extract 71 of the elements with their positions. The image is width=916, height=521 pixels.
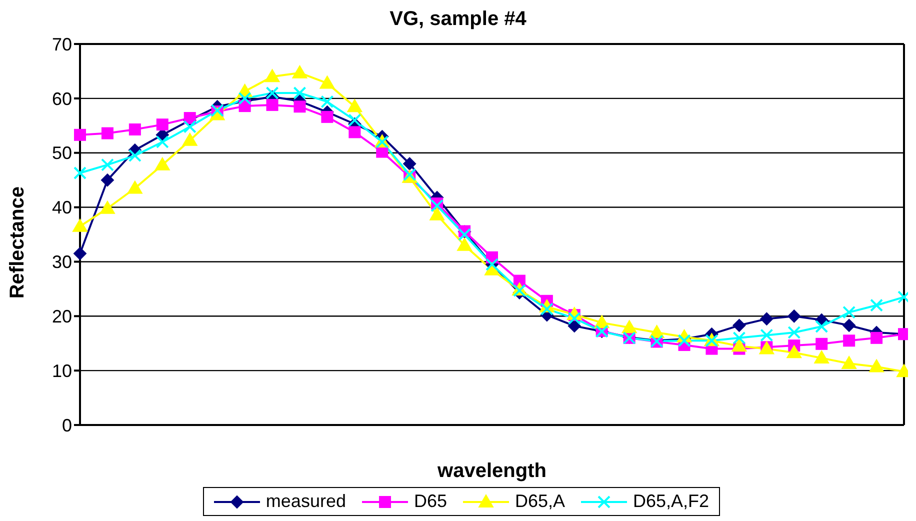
- point: [156, 135, 169, 148]
- point: [816, 338, 828, 350]
- point: [788, 310, 801, 323]
- point: [843, 334, 856, 347]
- point: [74, 128, 86, 141]
- point: [347, 99, 362, 112]
- legend-label: D65,A,F2: [633, 491, 710, 512]
- point: [156, 118, 168, 131]
- point: [100, 158, 114, 172]
- point: [100, 200, 115, 214]
- point: [788, 326, 801, 339]
- point: [183, 120, 196, 134]
- point: [540, 302, 554, 316]
- legend-label: D65,A: [515, 491, 566, 512]
- point: [430, 199, 444, 212]
- point: [74, 166, 86, 180]
- point: [842, 356, 857, 369]
- point: [154, 157, 170, 170]
- point: [732, 318, 746, 332]
- y-tick-label: 20: [52, 306, 72, 327]
- point: [732, 331, 746, 344]
- point: [622, 320, 637, 334]
- point: [403, 157, 416, 170]
- point: [238, 92, 252, 105]
- point: [568, 312, 581, 325]
- y-tick-label: 40: [52, 198, 72, 218]
- point: [182, 132, 198, 146]
- point: [870, 298, 884, 312]
- y-tick-label: 70: [52, 34, 72, 54]
- point: [786, 345, 802, 358]
- chart-title: VG, sample #4: [388, 8, 528, 32]
- point: [100, 174, 114, 187]
- point: [869, 359, 884, 372]
- point: [815, 320, 828, 333]
- point: [430, 207, 445, 220]
- point: [348, 114, 362, 127]
- point: [458, 228, 472, 241]
- point: [266, 98, 278, 111]
- point: [128, 149, 142, 162]
- point: [760, 312, 774, 326]
- point: [293, 86, 306, 100]
- y-tick-label: 60: [52, 88, 72, 109]
- point: [760, 328, 774, 342]
- point: [294, 100, 306, 113]
- point: [101, 127, 114, 140]
- point: [127, 180, 142, 194]
- y-tick-label: 0: [62, 415, 72, 436]
- y-tick-label: 50: [52, 143, 72, 164]
- point: [568, 319, 581, 332]
- point: [321, 110, 334, 123]
- y-tick-label: 30: [52, 252, 72, 272]
- legend-label: measured: [266, 491, 346, 512]
- y-axis-title: Reflectance: [6, 186, 30, 299]
- point: [842, 318, 856, 332]
- point: [320, 76, 335, 89]
- point: [870, 332, 883, 344]
- point: [292, 65, 308, 78]
- legend-label: D65: [414, 491, 447, 512]
- point: [457, 238, 472, 251]
- point: [732, 338, 747, 352]
- point: [320, 95, 334, 108]
- point: [348, 126, 361, 138]
- y-tick-label: 10: [52, 360, 72, 381]
- point: [814, 350, 830, 364]
- x-axis-title: wavelength: [436, 460, 546, 482]
- point: [266, 86, 279, 100]
- point: [842, 306, 856, 319]
- point: [128, 123, 141, 136]
- point: [264, 69, 280, 82]
- point: [74, 247, 86, 260]
- point: [72, 218, 88, 232]
